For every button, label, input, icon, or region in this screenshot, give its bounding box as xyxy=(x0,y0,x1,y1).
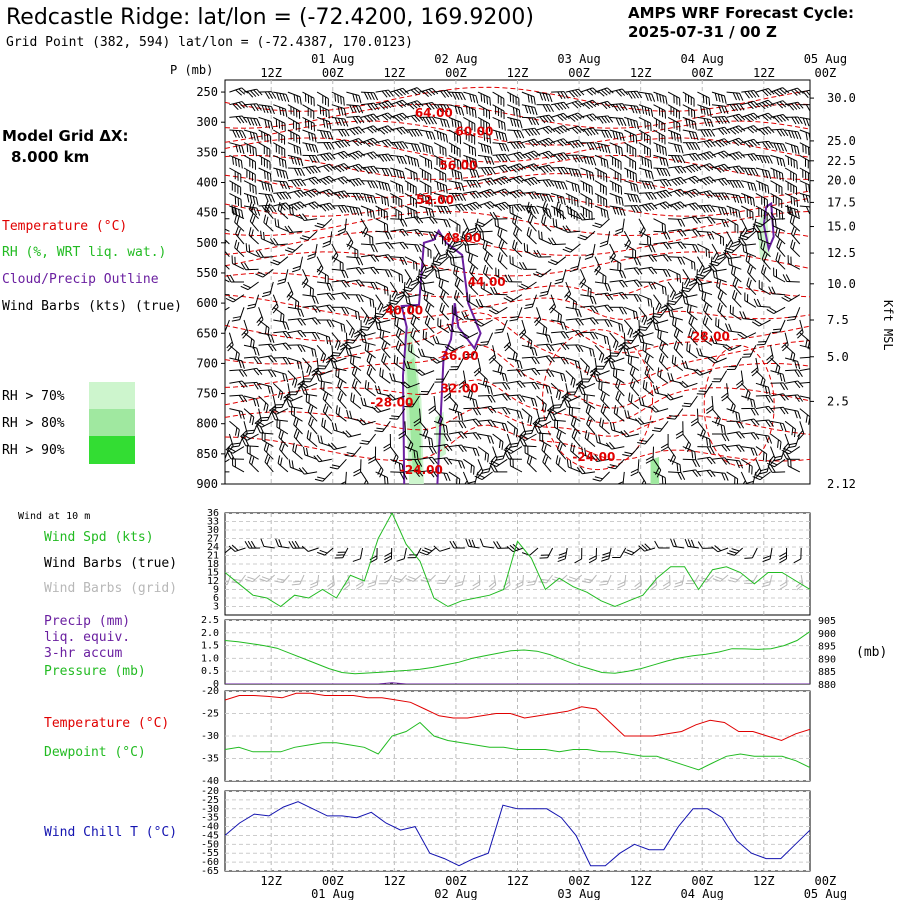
barb-staff xyxy=(390,219,403,220)
barb-staff xyxy=(493,383,506,384)
barb-staff xyxy=(668,472,681,473)
barb-staff xyxy=(668,219,681,220)
legend-rh: RH (%, WRT liq. wat.) xyxy=(2,245,166,260)
barb-staff xyxy=(537,370,550,371)
barb-feather xyxy=(212,287,216,294)
barb-feather xyxy=(616,484,623,489)
legend-rh70-swatch xyxy=(89,382,135,409)
page-title: Redcastle Ridge: lat/lon = (-72.4200, 16… xyxy=(6,5,534,30)
barb-staff xyxy=(551,357,564,358)
barb-staff xyxy=(405,421,406,434)
legend-rh90-swatch xyxy=(89,436,135,464)
barb-feather xyxy=(211,460,218,468)
forecast-cycle-label: AMPS WRF Forecast Cycle: xyxy=(628,4,854,22)
model-grid-label: Model Grid ΔX: xyxy=(2,127,129,145)
barb-staff xyxy=(553,244,566,245)
barb-staff xyxy=(376,269,389,270)
barb-staff xyxy=(697,409,698,422)
legend-rh70-label: RH > 70% xyxy=(2,389,65,404)
legend-rh90-label: RH > 90% xyxy=(2,443,65,458)
legend-rh80-swatch xyxy=(89,409,135,436)
barb-feather xyxy=(217,219,224,227)
legend-wind: Wind Barbs (kts) (true) xyxy=(2,299,182,314)
barb-feather xyxy=(216,287,220,294)
model-grid-value: 8.000 km xyxy=(11,148,89,166)
cross-section-panel: 64.0060.0056.0052.0048.0044.0040.0036.00… xyxy=(196,80,856,491)
barb-feather xyxy=(212,465,216,472)
legend-temperature: Temperature (°C) xyxy=(2,219,127,234)
barb-feather xyxy=(217,252,225,260)
barb-staff xyxy=(682,282,683,295)
legend-cloud: Cloud/Precip Outline xyxy=(2,272,159,287)
legend-rh80-label: RH > 80% xyxy=(2,416,65,431)
barb-feather xyxy=(217,456,225,462)
barb-staff xyxy=(668,257,681,258)
barb-staff xyxy=(260,257,273,258)
barb-feather xyxy=(217,227,225,235)
grid-point-subtitle: Grid Point (382, 594) lat/lon = (-72.438… xyxy=(6,35,413,50)
barb-staff xyxy=(480,231,493,232)
barb-feather xyxy=(338,484,345,488)
barb-feather xyxy=(462,484,470,490)
forecast-cycle-value: 2025-07-31 / 00 Z xyxy=(628,23,777,41)
barb-staff xyxy=(259,370,272,371)
barb-feather xyxy=(216,465,220,472)
